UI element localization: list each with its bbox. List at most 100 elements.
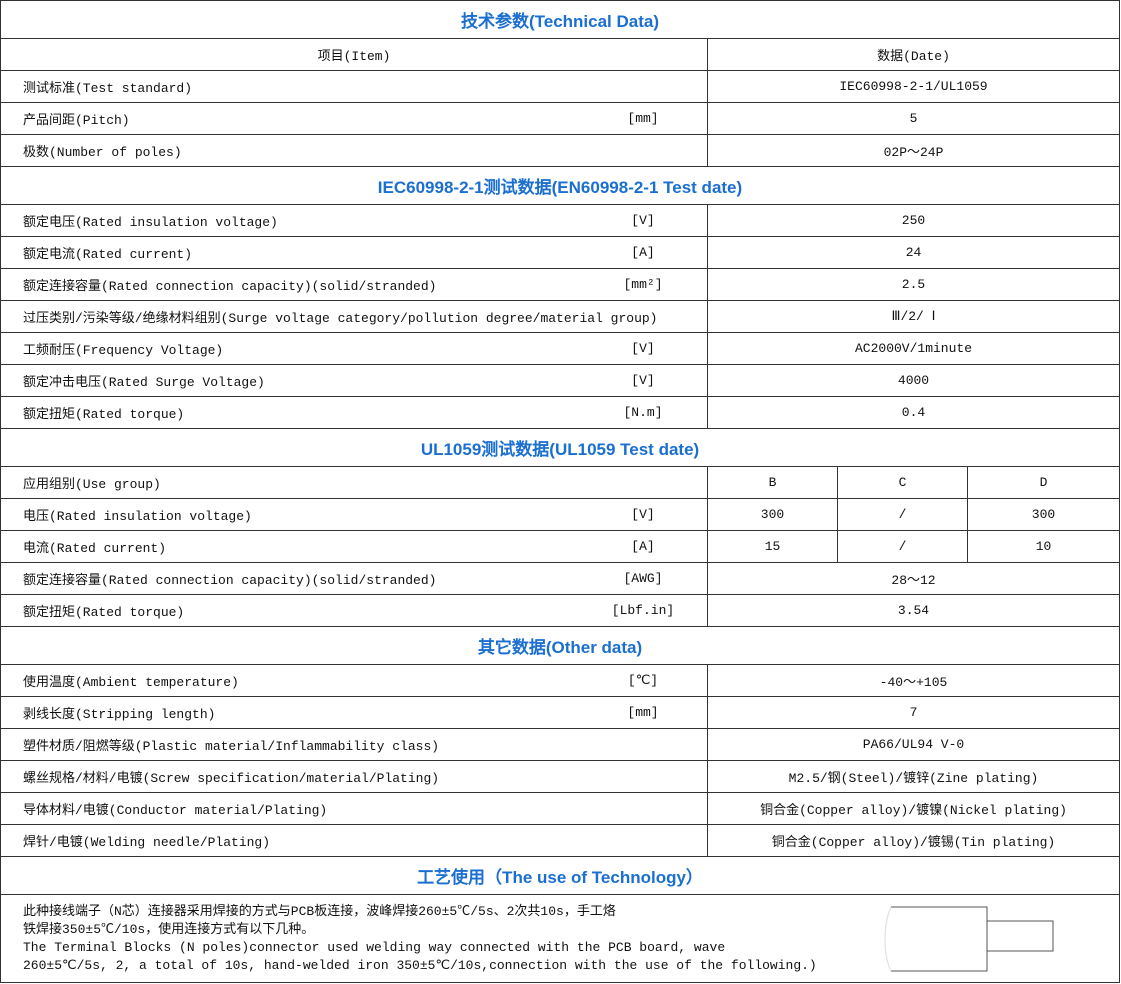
unit: [A] [631,245,655,260]
row-value: AC2000V/1minute [854,341,973,356]
unit: [A] [631,539,655,554]
row-value: 4000 [897,373,930,388]
label-text: 电压(Rated insulation voltage) [23,509,252,524]
table-row: 电压(Rated insulation voltage) [V] 300/300 [1,499,1119,531]
section-title-technology: 工艺使用（The use of Technology） [1,857,1119,895]
label-text: 额定连接容量(Rated connection capacity)(solid/… [23,573,437,588]
label-text: 额定扭矩(Rated torque) [23,407,185,422]
group-value: D [1039,475,1048,490]
unit: [℃] [627,673,659,688]
row-value: IEC60998-2-1/UL1059 [839,79,988,94]
group-value: B [708,467,838,498]
group-value: 10 [1035,539,1052,554]
row-label: 使用温度(Ambient temperature) [℃] [1,665,708,696]
row-label: 过压类别/污染等级/绝缘材料组别(Surge voltage category/… [1,301,708,332]
label-text: 焊针/电镀(Welding needle/Plating) [23,835,271,850]
group-value: C [838,467,968,498]
table-row: 使用温度(Ambient temperature) [℃] -40～+105 [1,665,1119,697]
unit: [mm] [627,111,659,126]
row-value: 5 [909,111,918,126]
row-value: PA66/UL94 V-0 [862,737,965,752]
table-row: 额定连接容量(Rated connection capacity)(solid/… [1,269,1119,301]
label-text: 剥线长度(Stripping length) [23,707,216,722]
group-value: 15 [708,531,838,562]
label-text: 使用温度(Ambient temperature) [23,675,239,690]
table-row: 剥线长度(Stripping length) [mm] 7 [1,697,1119,729]
row-value: -40～+105 [879,675,948,690]
table-row: 焊针/电镀(Welding needle/Plating) 铜合金(Copper … [1,825,1119,857]
label-text: 过压类别/污染等级/绝缘材料组别(Surge voltage category/… [23,311,658,326]
row-label: 额定连接容量(Rated connection capacity)(solid/… [1,269,708,300]
table-row: 测试标准(Test standard) IEC60998-2-1/UL1059 [1,71,1119,103]
row-value: 2.5 [901,277,926,292]
label-text: 工频耐压(Frequency Voltage) [23,343,224,358]
row-value: 24 [905,245,922,260]
row-value: 3.54 [897,603,930,618]
table-row: 额定扭矩(Rated torque) [Lbf.in] 3.54 [1,595,1119,627]
row-value: 7 [909,705,918,720]
row-label: 工频耐压(Frequency Voltage) [V] [1,333,708,364]
label-text: 导体材料/电镀(Conductor material/Plating) [23,803,328,818]
row-value: 250 [901,213,926,228]
row-label: 电压(Rated insulation voltage) [V] [1,499,708,530]
label-text: 螺丝规格/材料/电镀(Screw specification/material/… [23,771,440,786]
table-row: 过压类别/污染等级/绝缘材料组别(Surge voltage category/… [1,301,1119,333]
label-text: 塑件材质/阻燃等级(Plastic material/Inflammabilit… [23,739,440,754]
table-row: 额定电流(Rated current) [A] 24 [1,237,1119,269]
table-row: 额定连接容量(Rated connection capacity)(solid/… [1,563,1119,595]
row-value: 铜合金(Copper alloy)/镀锡(Tin plating) [771,835,1056,850]
row-value: 铜合金(Copper alloy)/镀镍(Nickel plating) [760,803,1067,818]
tech-line: 铁焊接350±5℃/10s，使用连接方式有以下几种。 [23,922,315,937]
row-label: 导体材料/电镀(Conductor material/Plating) [1,793,708,824]
table-row: 导体材料/电镀(Conductor material/Plating) 铜合金(C… [1,793,1119,825]
group-value: / [838,499,968,530]
section-title-other: 其它数据(Other data) [1,627,1119,665]
row-label: 电流(Rated current) [A] [1,531,708,562]
label-text: 产品间距(Pitch) [23,113,130,128]
row-value: M2.5/钢(Steel)/镀锌(Zine plating) [788,771,1039,786]
row-label: 测试标准(Test standard) [1,71,708,102]
label-text: 额定连接容量(Rated connection capacity)(solid/… [23,279,437,294]
section-title: 技术参数(Technical Data) [1,1,1119,39]
label-text: 极数(Number of poles) [23,145,182,160]
header-data: 数据(Date) [877,49,950,64]
row-label: 额定电流(Rated current) [A] [1,237,708,268]
section-title-iec: IEC60998-2-1测试数据(EN60998-2-1 Test date) [1,167,1119,205]
table-row: 塑件材质/阻燃等级(Plastic material/Inflammabilit… [1,729,1119,761]
label-text: 电流(Rated current) [23,541,167,556]
row-label: 额定连接容量(Rated connection capacity)(solid/… [1,563,708,594]
section-title-ul: UL1059测试数据(UL1059 Test date) [1,429,1119,467]
row-label: 螺丝规格/材料/电镀(Screw specification/material/… [1,761,708,792]
row-label: 焊针/电镀(Welding needle/Plating) [1,825,708,856]
unit: [AWG] [623,571,663,586]
row-label: 塑件材质/阻燃等级(Plastic material/Inflammabilit… [1,729,708,760]
table-row: 电流(Rated current) [A] 15/ 10 [1,531,1119,563]
unit: [V] [631,213,655,228]
row-label: 剥线长度(Stripping length) [mm] [1,697,708,728]
table-row: 螺丝规格/材料/电镀(Screw specification/material/… [1,761,1119,793]
row-value: 02P～24P [883,145,944,160]
row-label: 额定冲击电压(Rated Surge Voltage) [V] [1,365,708,396]
label-text: 额定电压(Rated insulation voltage) [23,215,278,230]
table-row: 极数(Number of poles) 02P～24P [1,135,1119,167]
table-row: 额定冲击电压(Rated Surge Voltage) [V] 4000 [1,365,1119,397]
table-row: 额定电压(Rated insulation voltage) [V] 250 [1,205,1119,237]
group-value: 300 [1031,507,1056,522]
tech-line: The Terminal Blocks (N poles)connector u… [23,940,726,955]
unit: [Lbf.in] [611,603,675,618]
label-text: 额定电流(Rated current) [23,247,193,262]
connection-diagram [884,906,1054,972]
row-label: 应用组别(Use group) [1,467,708,498]
unit: [mm] [627,705,659,720]
group-value: 300 [708,499,838,530]
technology-description: 此种接线端子（N芯）连接器采用焊接的方式与PCB板连接，波峰焊接260±5℃/5… [1,895,1119,983]
header-item: 项目(Item) [1,39,708,70]
tech-line: 此种接线端子（N芯）连接器采用焊接的方式与PCB板连接，波峰焊接260±5℃/5… [23,904,616,919]
label-text: 额定冲击电压(Rated Surge Voltage) [23,375,265,390]
unit: [V] [631,373,655,388]
table-row: 应用组别(Use group) B C D [1,467,1119,499]
table-header: 项目(Item) 数据(Date) [1,39,1119,71]
row-value: 28～12 [891,573,936,588]
table-row: 工频耐压(Frequency Voltage) [V] AC2000V/1minut… [1,333,1119,365]
